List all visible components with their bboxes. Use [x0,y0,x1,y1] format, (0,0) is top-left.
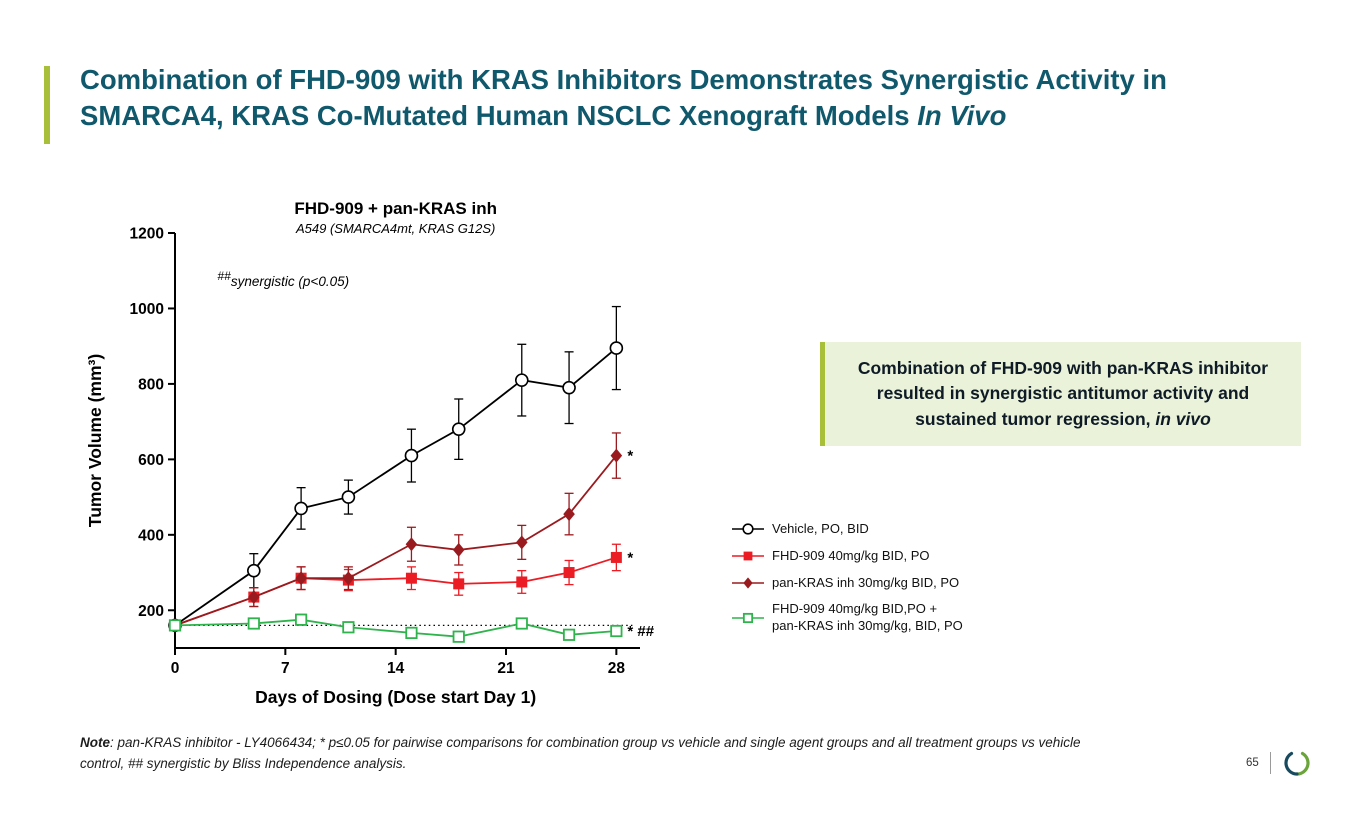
legend-label-vehicle: Vehicle, PO, BID [772,520,869,536]
company-logo-icon [1284,751,1310,776]
series-fhd909: * [169,543,633,631]
chart-title: FHD-909 + pan-KRAS inh [294,199,497,218]
legend-item-fhd909: FHD-909 40mg/kg BID, PO [731,547,963,565]
footnote: Note: pan-KRAS inhibitor - LY4066434; * … [80,733,1090,775]
legend-label-fhd909: FHD-909 40mg/kg BID, PO [772,547,930,563]
slide-title-line1: Combination of FHD-909 with KRAS Inhibit… [80,62,1320,98]
page-number: 65 [1246,757,1259,769]
legend-item-combo: FHD-909 40mg/kg BID,PO + pan-KRAS inh 30… [731,601,963,635]
callout-box: Combination of FHD-909 with pan-KRAS inh… [820,342,1301,447]
legend-label-pankras: pan-KRAS inh 30mg/kg BID, PO [772,574,960,590]
footer-separator [1269,752,1271,774]
x-ticks: 0 7 14 21 28 [171,648,626,677]
legend-marker-fhd909 [732,551,764,561]
legend-label-combo: FHD-909 40mg/kg BID,PO + pan-KRAS inh 30… [772,601,963,633]
svg-text:21: 21 [497,660,515,677]
svg-text:7: 7 [281,660,290,677]
footnote-label: Note [80,735,110,750]
footer: 65 [1246,746,1312,780]
end-label-pankras: * [627,448,633,465]
chart-area: FHD-909 + pan-KRAS inh A549 (SMARCA4mt, K… [75,188,655,718]
tumor-volume-chart: FHD-909 + pan-KRAS inh A549 (SMARCA4mt, K… [85,199,655,707]
svg-text:200: 200 [138,603,164,620]
slide-title-line1-text: Combination of FHD-909 with KRAS Inhibit… [80,64,1167,95]
svg-text:800: 800 [138,376,164,393]
y-ticks: 200 400 600 800 1000 1200 [130,226,175,620]
end-label-combo: * ## [627,623,654,640]
legend-marker-combo [732,612,764,623]
svg-text:600: 600 [138,452,164,469]
chart-subtitle: A549 (SMARCA4mt, KRAS G12S) [295,221,495,236]
svg-text:28: 28 [608,660,626,677]
synergy-annotation: ##synergistic (p<0.05) [218,269,350,289]
title-accent-bar [44,66,50,144]
slide-title: Combination of FHD-909 with KRAS Inhibit… [80,62,1320,134]
svg-text:1000: 1000 [130,301,164,318]
legend-item-pankras: pan-KRAS inh 30mg/kg BID, PO [731,574,963,592]
slide-title-line2-text: SMARCA4, KRAS Co-Mutated Human NSCLC Xen… [80,99,910,131]
legend-marker-vehicle [732,523,764,535]
svg-text:14: 14 [387,660,405,677]
chart-legend: Vehicle, PO, BID FHD-909 40mg/kg BID, PO p… [731,520,963,635]
legend-marker-pankras [732,577,764,589]
svg-text:0: 0 [171,660,180,677]
y-axis-label: Tumor Volume (mm³) [85,354,105,527]
slide-title-line2: SMARCA4, KRAS Co-Mutated Human NSCLC Xen… [80,98,1320,134]
callout-text-italic: in vivo [1155,408,1211,429]
series-pankras: * [169,432,633,633]
x-axis-label: Days of Dosing (Dose start Day 1) [255,687,536,707]
series-vehicle [168,305,624,633]
svg-text:400: 400 [138,527,164,544]
slide-title-italic-text: In Vivo [917,99,1007,131]
svg-text:1200: 1200 [130,226,164,243]
footnote-text: : pan-KRAS inhibitor - LY4066434; * p≤0.… [80,735,1081,771]
end-label-fhd909: * [627,549,633,566]
series-combo: * ## [168,613,655,643]
legend-item-vehicle: Vehicle, PO, BID [731,520,963,538]
callout-text: Combination of FHD-909 with pan-KRAS inh… [857,358,1269,429]
